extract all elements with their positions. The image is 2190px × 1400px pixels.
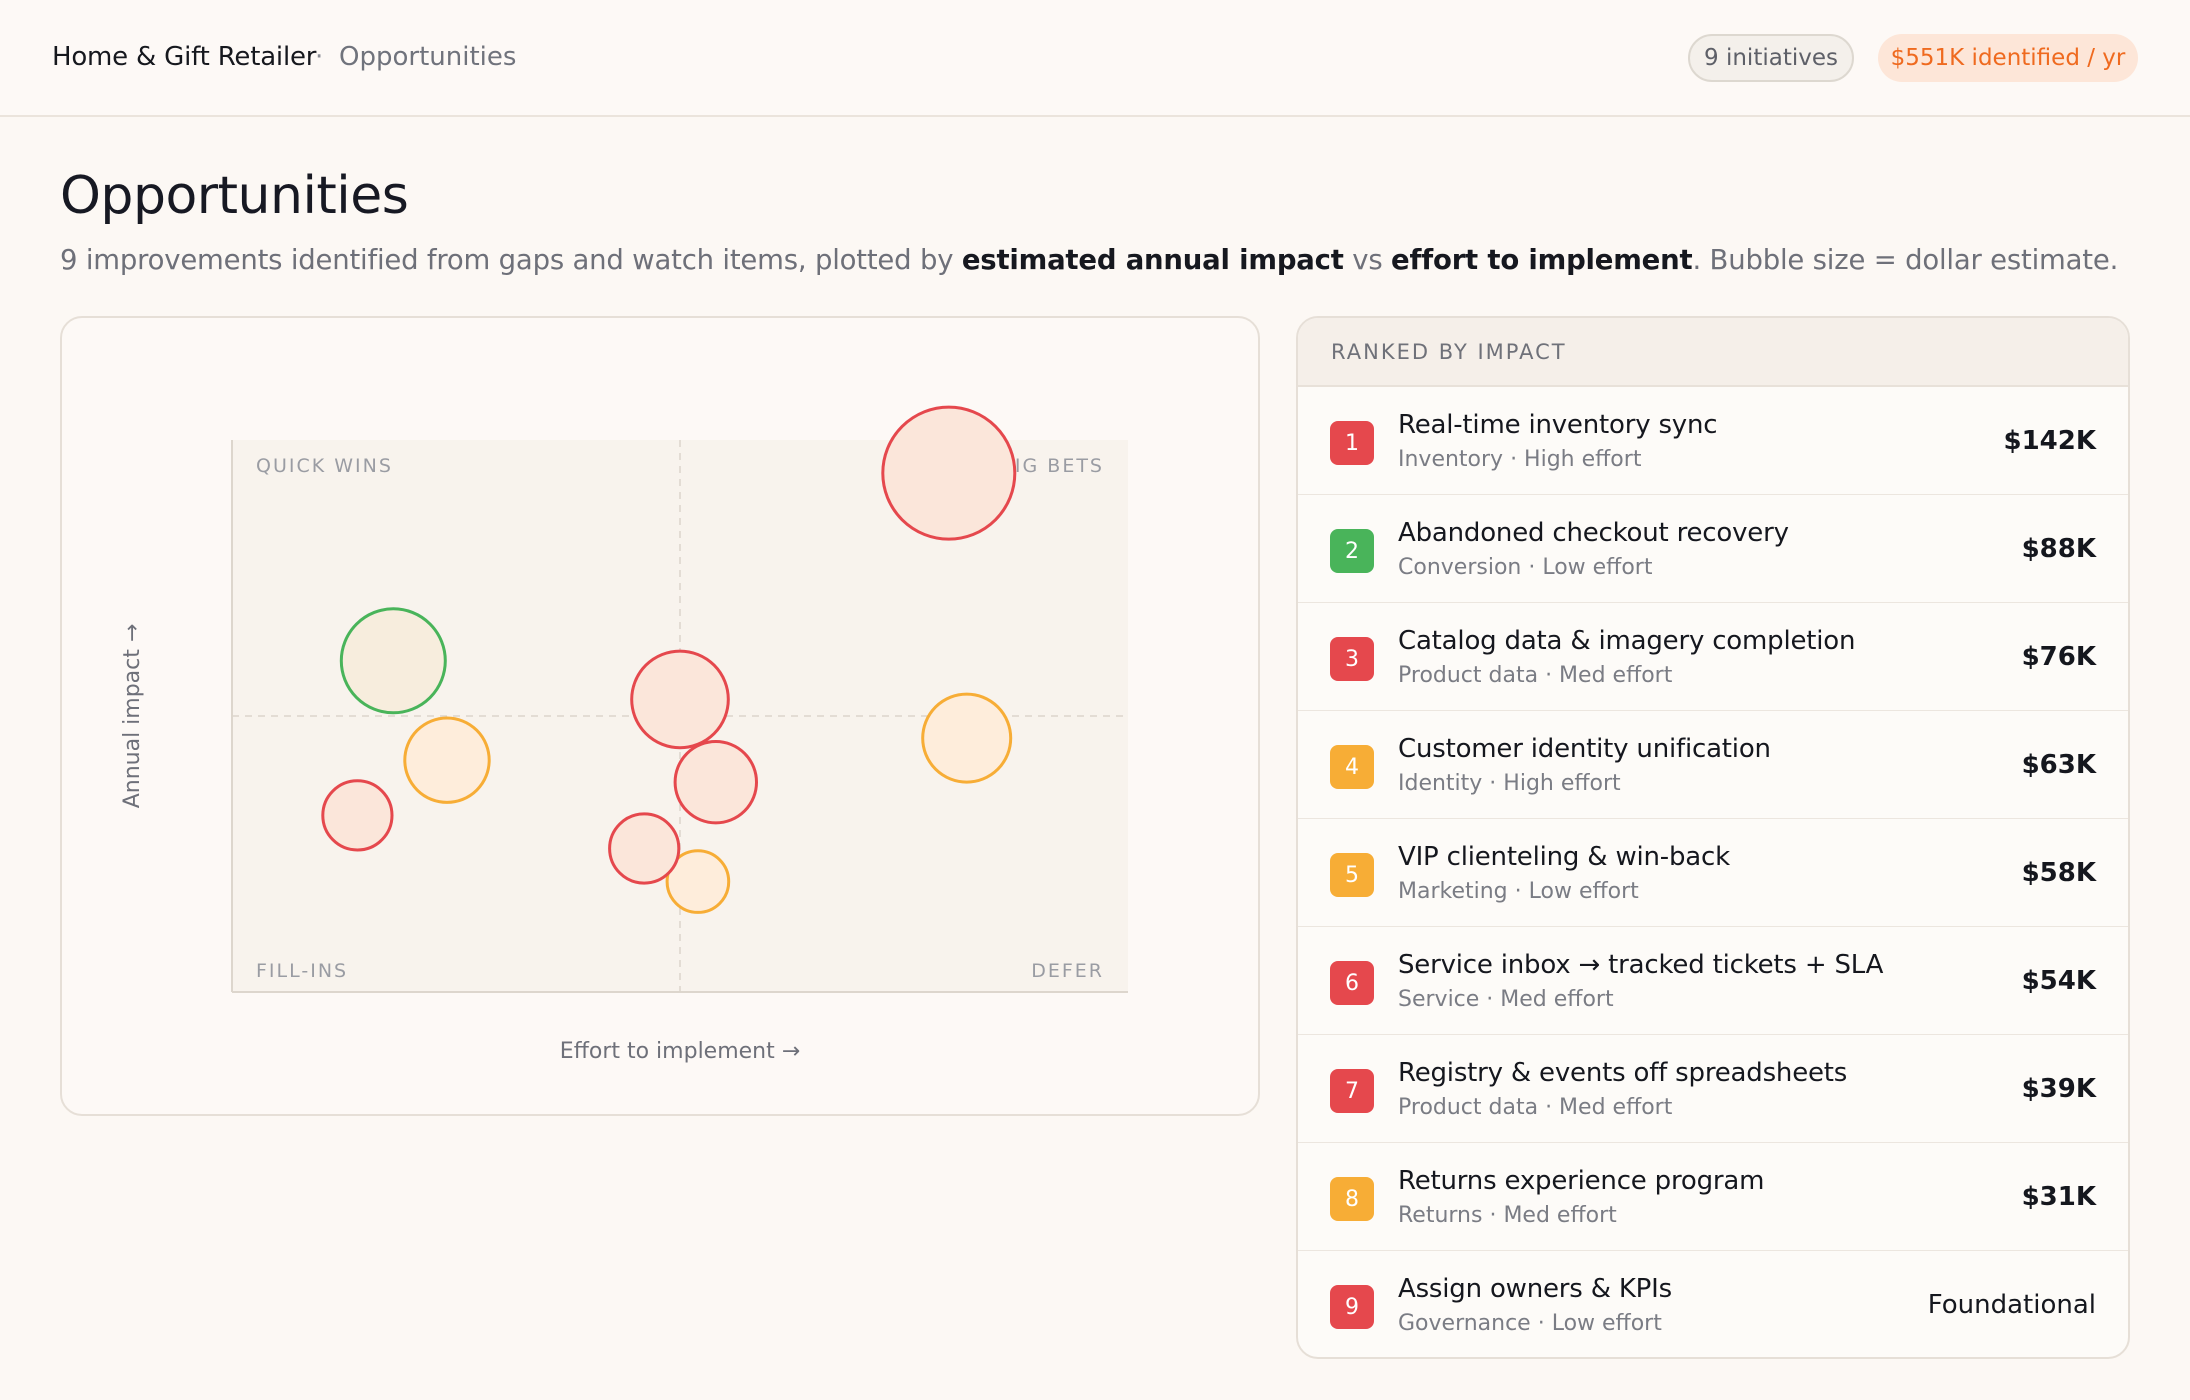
subtitle-emphasis-effort: effort to implement xyxy=(1391,244,1693,276)
item-value: $39K xyxy=(2021,1074,2096,1104)
list-item[interactable]: 7 Registry & events off spreadsheets Produ… xyxy=(1298,1035,2128,1143)
subtitle-emphasis-impact: estimated annual impact xyxy=(961,244,1344,276)
identified-total-badge: $551K identified / yr xyxy=(1878,34,2138,82)
rank-badge: 6 xyxy=(1330,961,1374,1005)
opportunity-bubble-6[interactable] xyxy=(673,740,758,825)
item-meta: Identity · High effort xyxy=(1398,771,1621,796)
item-value: $142K xyxy=(2003,426,2096,456)
rank-badge: 3 xyxy=(1330,637,1374,681)
x-axis-title: Effort to implement → xyxy=(560,1039,800,1064)
opportunity-bubble-5[interactable] xyxy=(403,716,491,804)
item-meta: Inventory · High effort xyxy=(1398,447,1642,472)
initiatives-count-badge: 9 initiatives xyxy=(1688,34,1854,82)
opportunity-bubble-8[interactable] xyxy=(665,849,731,914)
rank-badge: 5 xyxy=(1330,853,1374,897)
rank-badge: 8 xyxy=(1330,1177,1374,1221)
rank-badge: 7 xyxy=(1330,1069,1374,1113)
list-item[interactable]: 5 VIP clienteling & win-back Marketing · L… xyxy=(1298,819,2128,927)
y-axis-title: Annual impact → xyxy=(120,624,145,809)
top-bar: Home & Gift Retailer · Opportunities 9 i… xyxy=(0,0,2190,117)
item-title: Returns experience program xyxy=(1398,1166,1765,1196)
opportunity-matrix-chart: QUICK WINS BIG BETS FILL-INS DEFER Effor… xyxy=(120,405,1128,1064)
item-title: Assign owners & KPIs xyxy=(1398,1274,1672,1304)
list-item[interactable]: 2 Abandoned checkout recovery Conversion ·… xyxy=(1298,495,2128,603)
item-value: $88K xyxy=(2021,534,2096,564)
item-title: Customer identity unification xyxy=(1398,734,1771,764)
item-title: Real-time inventory sync xyxy=(1398,410,1718,440)
rank-badge: 2 xyxy=(1330,529,1374,573)
opportunity-bubble-2[interactable] xyxy=(339,607,447,715)
list-item[interactable]: 1 Real-time inventory sync Inventory · Hig… xyxy=(1298,387,2128,495)
item-title: Registry & events off spreadsheets xyxy=(1398,1058,1848,1088)
list-item[interactable]: 6 Service inbox → tracked tickets + SLA Se… xyxy=(1298,927,2128,1035)
item-meta: Conversion · Low effort xyxy=(1398,555,1653,580)
opportunity-bubble-9[interactable] xyxy=(608,812,681,885)
item-title: VIP clienteling & win-back xyxy=(1398,842,1730,872)
page-subtitle: 9 improvements identified from gaps and … xyxy=(60,244,2118,276)
item-title: Catalog data & imagery completion xyxy=(1398,626,1856,656)
opportunity-bubble-3[interactable] xyxy=(630,649,730,750)
list-item[interactable]: 3 Catalog data & imagery completion Produc… xyxy=(1298,603,2128,711)
breadcrumb-page: Opportunities xyxy=(339,42,517,72)
ranked-list: 1 Real-time inventory sync Inventory · Hig… xyxy=(1298,387,2128,1357)
breadcrumb-separator: · xyxy=(315,42,324,72)
item-title: Service inbox → tracked tickets + SLA xyxy=(1398,950,1884,980)
quadrant-label-fill-ins: FILL-INS xyxy=(256,960,348,982)
item-value: $58K xyxy=(2021,858,2096,888)
breadcrumb-app[interactable]: Home & Gift Retailer xyxy=(52,42,317,72)
page-title: Opportunities xyxy=(60,166,409,226)
item-meta: Service · Med effort xyxy=(1398,987,1614,1012)
rank-badge: 4 xyxy=(1330,745,1374,789)
bubble-layer xyxy=(321,405,1017,914)
item-title: Abandoned checkout recovery xyxy=(1398,518,1789,548)
quadrant-label-quick-wins: QUICK WINS xyxy=(256,455,393,477)
ranked-list-card: RANKED BY IMPACT 1 Real-time inventory sy… xyxy=(1296,316,2130,1359)
opportunity-bubble-1[interactable] xyxy=(881,405,1017,541)
quadrant-label-big-bets: BIG BETS xyxy=(1000,455,1104,477)
item-meta: Returns · Med effort xyxy=(1398,1203,1617,1228)
rank-badge: 9 xyxy=(1330,1285,1374,1329)
opportunity-bubble-7[interactable] xyxy=(321,779,394,852)
opportunity-matrix-card: QUICK WINS BIG BETS FILL-INS DEFER Effor… xyxy=(60,316,1260,1116)
subtitle-lead: 9 improvements identified from gaps and … xyxy=(60,244,962,276)
list-item[interactable]: 4 Customer identity unification Identity ·… xyxy=(1298,711,2128,819)
item-value: $76K xyxy=(2021,642,2096,672)
quadrant-label-defer: DEFER xyxy=(1031,960,1104,982)
list-item[interactable]: 8 Returns experience program Returns · Med… xyxy=(1298,1143,2128,1251)
subtitle-tail: . Bubble size = dollar estimate. xyxy=(1692,244,2119,276)
rank-badge: 1 xyxy=(1330,421,1374,465)
item-value: $63K xyxy=(2021,750,2096,780)
item-meta: Product data · Med effort xyxy=(1398,1095,1673,1120)
item-value: Foundational xyxy=(1927,1290,2096,1320)
item-meta: Governance · Low effort xyxy=(1398,1311,1662,1336)
opportunity-bubble-4[interactable] xyxy=(921,692,1013,784)
item-value: $31K xyxy=(2021,1182,2096,1212)
subtitle-mid: vs xyxy=(1343,244,1392,276)
list-item[interactable]: 9 Assign owners & KPIs Governance · Low ef… xyxy=(1298,1251,2128,1357)
ranked-list-heading: RANKED BY IMPACT xyxy=(1298,318,2128,387)
item-meta: Marketing · Low effort xyxy=(1398,879,1639,904)
item-meta: Product data · Med effort xyxy=(1398,663,1673,688)
item-value: $54K xyxy=(2021,966,2096,996)
